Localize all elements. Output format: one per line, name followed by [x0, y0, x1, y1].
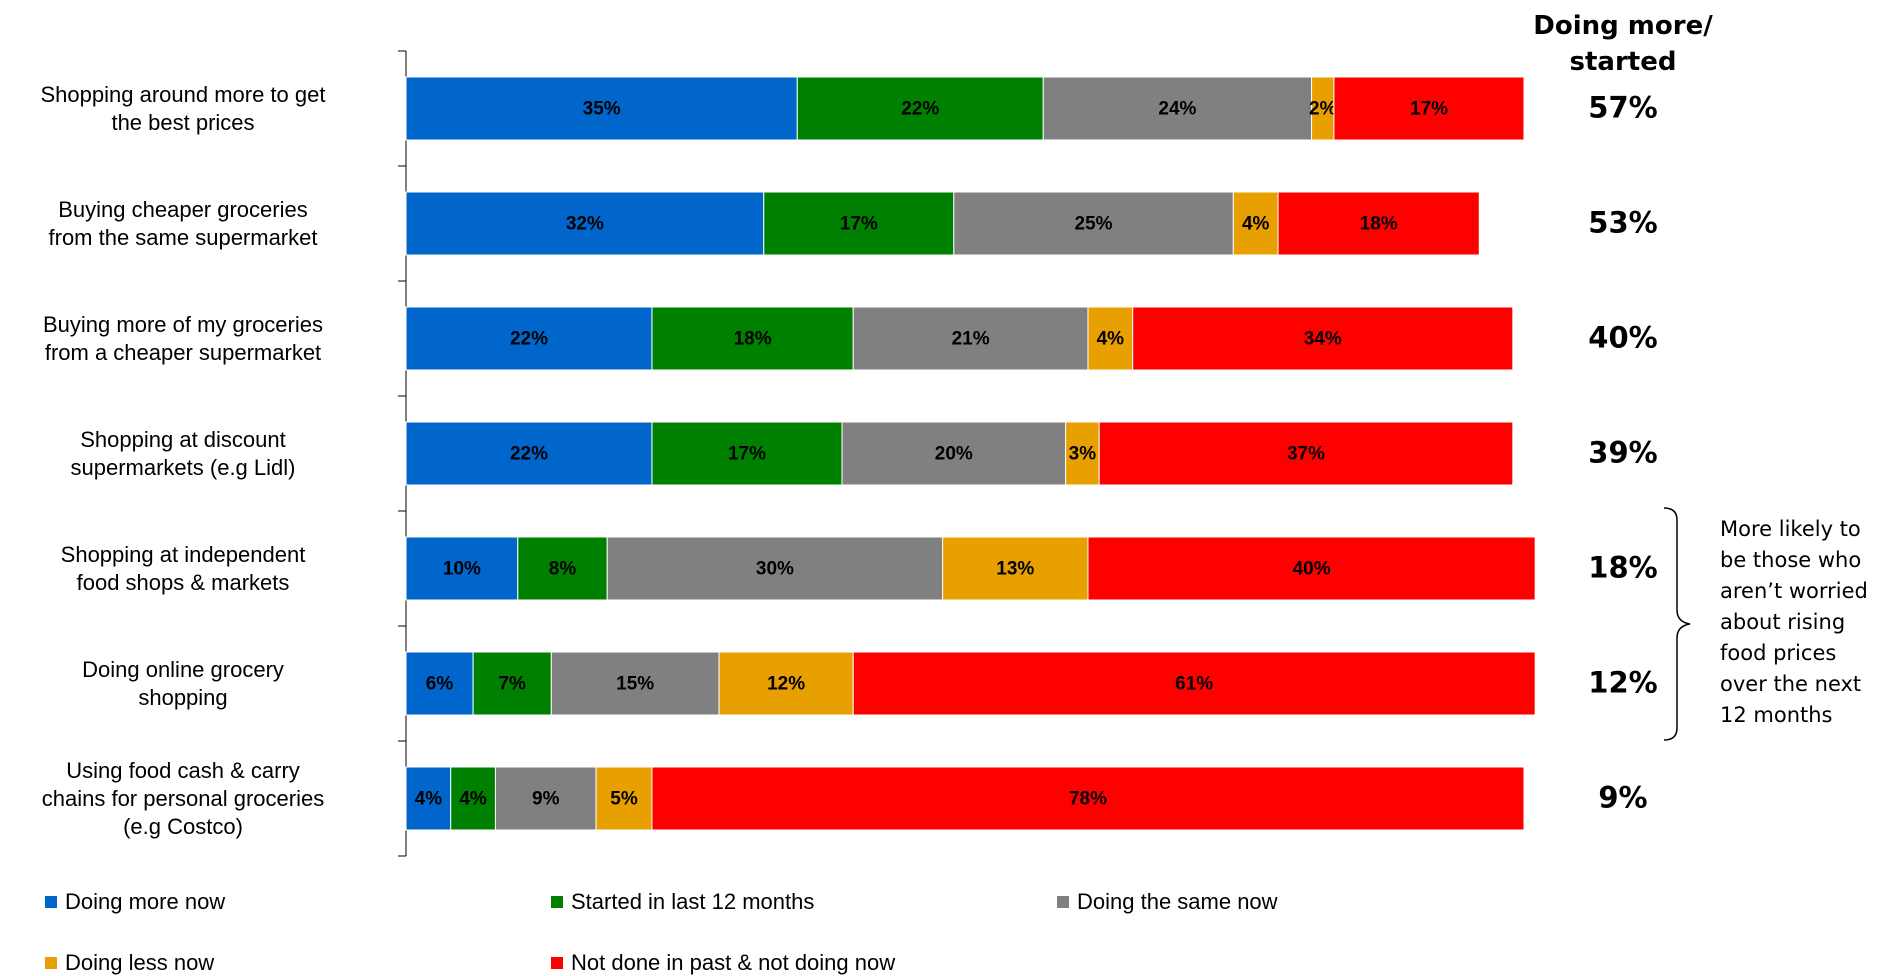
category-label: Shopping at independent food shops & mar… [60, 541, 306, 595]
bar-label: 4% [1242, 214, 1270, 235]
category-label: Buying cheaper groceries from the same s… [48, 196, 318, 250]
bar-segment [852, 651, 1536, 716]
legend-label: Not done in past & not doing now [571, 950, 895, 975]
bar-label: 18% [1360, 214, 1398, 235]
bracket [1663, 507, 1691, 741]
legend-label: Doing less now [65, 950, 214, 975]
side-value: 9% [1598, 781, 1647, 815]
legend-swatch [45, 957, 57, 969]
bar-label: 13% [996, 559, 1034, 580]
legend-swatch [551, 896, 563, 908]
legend-swatch [1057, 896, 1069, 908]
bar-label: 5% [610, 789, 638, 810]
bar-label: 20% [935, 444, 973, 465]
legend-label: Started in last 12 months [571, 889, 814, 914]
bar-segment [852, 306, 1089, 371]
bar-label: 17% [728, 444, 766, 465]
bar-segment [472, 651, 552, 716]
bar-segment [651, 421, 843, 486]
bar-segment [1042, 76, 1313, 141]
bar-label: 61% [1175, 674, 1213, 695]
bar-label: 6% [426, 674, 454, 695]
side-value: 18% [1588, 551, 1657, 585]
annotation: More likely to be those who aren’t worri… [1720, 517, 1868, 727]
bar-label: 4% [415, 789, 443, 810]
bar-label: 22% [510, 329, 548, 350]
bar-segment [1098, 421, 1514, 486]
bar-label: 32% [566, 214, 604, 235]
category-label: Buying more of my groceries from a cheap… [43, 311, 323, 365]
side-value: 39% [1588, 436, 1657, 470]
bar-label: 30% [756, 559, 794, 580]
bar-segment [405, 766, 452, 831]
legend-label: Doing more now [65, 889, 225, 914]
bar-label: 18% [734, 329, 772, 350]
bar-label: 21% [952, 329, 990, 350]
legend-swatch [45, 896, 57, 908]
category-label: Doing online grocery shopping [82, 656, 284, 710]
bar-segment [517, 536, 608, 601]
bar-label: 37% [1287, 444, 1325, 465]
bar-segment [1333, 76, 1525, 141]
bar-segment [796, 76, 1044, 141]
bar-segment [1087, 536, 1536, 601]
bar-label: 17% [840, 214, 878, 235]
bar-label: 24% [1158, 99, 1196, 120]
bar-label: 40% [1293, 559, 1331, 580]
bar-label: 35% [583, 99, 621, 120]
bar-segment [450, 766, 496, 831]
bar-segment [550, 651, 720, 716]
bar-label: 9% [532, 789, 560, 810]
bar-label: 78% [1069, 789, 1107, 810]
side-value: 40% [1588, 321, 1657, 355]
side-value: 12% [1588, 666, 1657, 700]
bar-label: 12% [767, 674, 805, 695]
bar-segment [1277, 191, 1480, 256]
bar-segment [1132, 306, 1514, 371]
bar-label: 10% [443, 559, 481, 580]
bar-label: 7% [498, 674, 526, 695]
category-label: Using food cash & carry chains for perso… [41, 757, 325, 839]
bar-segment [405, 191, 765, 256]
bar-label: 2% [1309, 99, 1337, 120]
bar-segment [405, 421, 653, 486]
bar-label: 3% [1069, 444, 1097, 465]
legend-label: Doing the same now [1077, 889, 1278, 914]
bar-label: 15% [616, 674, 654, 695]
bar-segment [651, 766, 1525, 831]
bar-label: 8% [549, 559, 577, 580]
bar-segment [405, 536, 519, 601]
bar-label: 25% [1075, 214, 1113, 235]
bar-segment [405, 306, 653, 371]
bar-segment [1087, 306, 1134, 371]
bar-segment [1232, 191, 1279, 256]
bar-label: 22% [510, 444, 548, 465]
side-value: 57% [1588, 91, 1657, 125]
bar-segment [606, 536, 944, 601]
bar-label: 34% [1304, 329, 1342, 350]
bar-segment [595, 766, 653, 831]
bar-label: 22% [901, 99, 939, 120]
bar-segment [494, 766, 597, 831]
bar-segment [763, 191, 955, 256]
legend-swatch [551, 957, 563, 969]
bar-segment [405, 651, 474, 716]
bar-label: 4% [1097, 329, 1125, 350]
bar-segment [953, 191, 1234, 256]
side-value: 53% [1588, 206, 1657, 240]
side-column-title: Doing more/ started [1533, 11, 1713, 77]
category-label: Shopping around more to get the best pri… [40, 81, 326, 135]
bar-label: 4% [459, 789, 487, 810]
bar-segment [651, 306, 854, 371]
category-label: Shopping at discount supermarkets (e.g L… [70, 426, 296, 480]
bar-segment [942, 536, 1089, 601]
bar-label: 17% [1410, 99, 1448, 120]
